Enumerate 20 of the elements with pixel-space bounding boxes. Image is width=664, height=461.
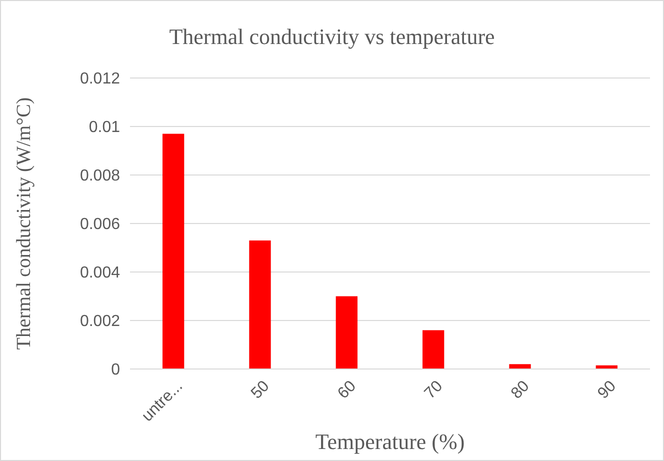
x-tick-label: 80: [508, 378, 533, 402]
y-tick-label: 0.008: [80, 168, 120, 185]
y-axis-title: Thermal conductivity (W/m°C): [13, 97, 35, 350]
bar: [336, 296, 358, 369]
x-axis-title: Temperature (%): [315, 429, 465, 454]
y-tick-label: 0.012: [80, 70, 120, 88]
y-tick-label: 0.006: [80, 216, 120, 234]
bar: [422, 330, 444, 369]
x-tick-label: 50: [248, 378, 273, 402]
bar: [509, 364, 531, 369]
y-tick-label: 0: [111, 362, 120, 379]
bar: [162, 134, 184, 369]
bar: [249, 240, 271, 369]
x-tick-label: 90: [594, 378, 620, 402]
chart-title: Thermal conductivity vs temperature: [169, 24, 495, 49]
y-tick-label: 0.002: [80, 313, 120, 330]
x-tick-label: 70: [422, 378, 446, 402]
y-tick-label: 0.01: [88, 119, 120, 136]
x-tick-label: 60: [334, 378, 360, 402]
y-tick-label: 0.004: [80, 264, 120, 282]
